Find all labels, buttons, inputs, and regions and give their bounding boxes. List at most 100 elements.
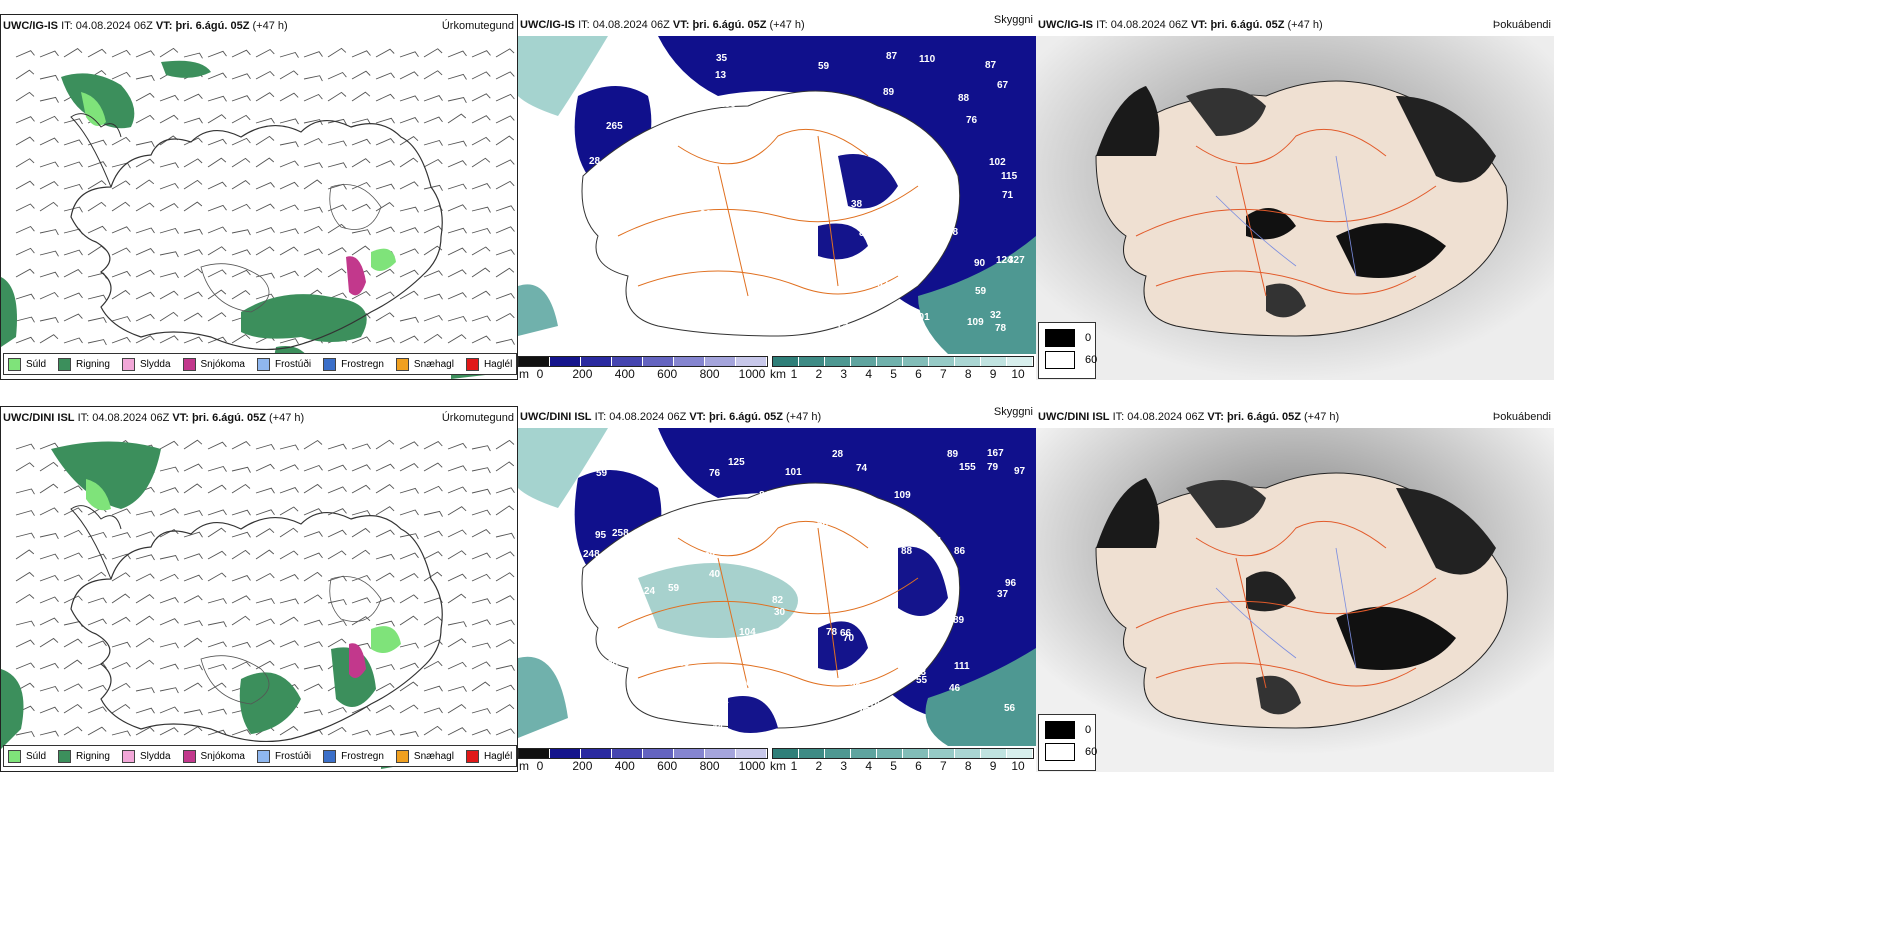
wind-barb (327, 575, 347, 582)
wind-barb (351, 484, 371, 494)
panel-header: UWC/IG-IS IT: 04.08.2024 06Z VT: þri. 6.… (1, 15, 517, 37)
legend-label: Snjókoma (200, 750, 245, 762)
wind-barb (207, 72, 227, 80)
wind-barb (231, 73, 251, 80)
wind-barb (135, 707, 155, 714)
visibility-value: 327 (1008, 255, 1025, 266)
wind-barb (399, 441, 419, 450)
visibility-value: 236 (686, 294, 703, 305)
wind-barb (135, 531, 155, 538)
legend-item: Frostúði (256, 357, 311, 371)
wind-barb (255, 463, 275, 472)
colorbar-segment (981, 357, 1007, 366)
wind-barb (39, 553, 59, 560)
wind-barb (135, 74, 155, 82)
wind-barb (447, 315, 467, 322)
wind-barb (399, 206, 419, 213)
visibility-value: 102 (989, 157, 1006, 168)
wind-barb (327, 292, 347, 300)
wind-barb (183, 553, 203, 560)
wind-barb (63, 659, 83, 670)
wind-barb (447, 506, 467, 516)
wind-barb (15, 91, 35, 102)
colorbar-tick: 3 (840, 367, 848, 380)
wind-barb (279, 550, 299, 560)
visibility-value: 28 (832, 449, 844, 460)
wind-barb (399, 71, 419, 80)
wind-barb (447, 247, 467, 256)
visibility-value: 79 (801, 694, 813, 705)
visibility-value: 96 (868, 119, 880, 130)
wind-barb (303, 267, 323, 278)
wind-barb (423, 333, 443, 344)
wind-barb (471, 467, 491, 474)
visibility-value: 79 (654, 236, 666, 247)
model-name: UWC/IG-IS (520, 19, 575, 31)
legend-label: Slydda (139, 358, 171, 370)
wind-barb (399, 662, 419, 670)
wind-barb (471, 619, 491, 626)
wind-barb (39, 730, 59, 737)
wind-barb (423, 225, 443, 234)
height-colorbar: m 0 200 400 600 800 1000 (518, 356, 768, 380)
legend-label: Súld (26, 750, 47, 762)
visibility-value: 65 (895, 511, 907, 522)
visibility-value: 80 (605, 556, 617, 567)
visibility-value: 96 (1005, 578, 1017, 589)
visibility-value: 76 (675, 548, 687, 559)
visibility-value: 88 (958, 93, 970, 104)
wind-barb (327, 599, 347, 606)
wind-barb (351, 229, 371, 236)
wind-barb (207, 204, 227, 212)
visibility-value: 87 (985, 60, 997, 71)
wind-barb (375, 268, 395, 278)
wind-barb (231, 290, 251, 300)
wind-barb (375, 93, 395, 102)
wind-barb (471, 529, 491, 538)
colorbar-segment (1007, 749, 1033, 758)
colorbar-tick: 1 (790, 367, 798, 380)
sky-title: Skyggni (993, 406, 1033, 418)
wind-barb (423, 725, 443, 736)
colorbar-tick: 600 (657, 759, 678, 772)
colorbar-segment (773, 749, 799, 758)
visibility-value: 13 (715, 70, 727, 81)
colorbar-segment (773, 357, 799, 366)
wind-barb (255, 157, 275, 168)
visibility-value: 71 (897, 536, 909, 547)
wind-barb (447, 160, 467, 168)
wind-barb (135, 594, 155, 604)
wind-barb (255, 598, 275, 605)
visibility-value: 36 (700, 209, 712, 220)
wind-barb (447, 685, 467, 692)
visibility-value: 30 (607, 659, 619, 670)
visibility-value: 109 (894, 490, 911, 501)
wind-barb (327, 71, 347, 80)
wind-barb (135, 114, 155, 124)
visibility-value: 62 (905, 519, 917, 530)
wind-barb (183, 291, 203, 300)
wind-barb (135, 637, 155, 648)
visibility-value: 41 (931, 536, 943, 547)
visibility-value: 85 (845, 112, 857, 123)
wind-barb (351, 616, 371, 626)
legend-swatch-white (1045, 351, 1075, 369)
wind-barb (423, 639, 443, 648)
wind-barb (39, 532, 59, 540)
visibility-value: 62 (877, 279, 889, 290)
colorbar-tick: 10 (1011, 367, 1025, 380)
visibility-value: 97 (1014, 466, 1026, 477)
wind-barb (183, 664, 203, 671)
colorbar-tick: 6 (915, 367, 922, 380)
visibility-value: 101 (913, 312, 930, 323)
wind-barb (39, 115, 59, 124)
wind-barb (375, 312, 395, 322)
wind-barb (375, 138, 395, 146)
wind-barb (231, 180, 251, 190)
panel-header: UWC/DINI ISL IT: 04.08.2024 06Z VT: þri.… (1036, 406, 1554, 428)
wind-barb (423, 95, 443, 102)
legend-swatch (58, 749, 72, 763)
visibility-value: 46 (614, 75, 626, 86)
wind-barb (399, 269, 419, 278)
wind-barb (279, 598, 299, 605)
